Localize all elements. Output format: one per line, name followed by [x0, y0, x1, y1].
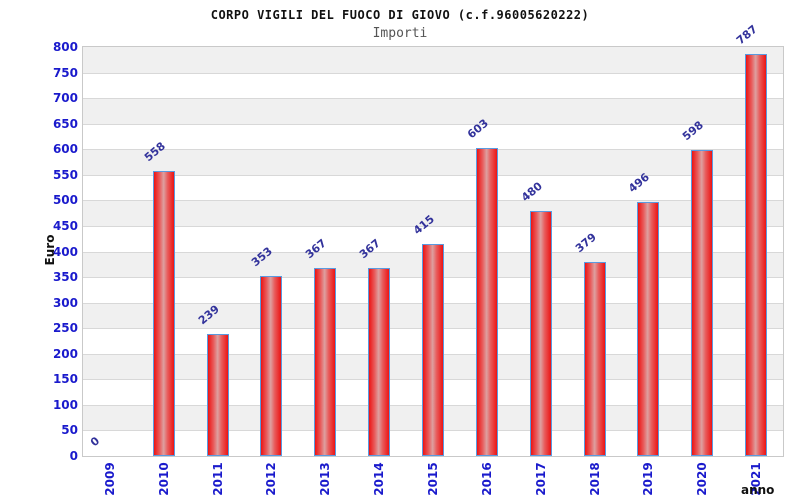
y-tick-label: 700 — [52, 91, 78, 106]
y-tick-label: 250 — [52, 321, 78, 336]
grid-band — [83, 174, 783, 201]
y-tick-label: 650 — [52, 116, 78, 131]
bar-2016 — [475, 147, 498, 456]
x-tick-label-2018: 2018 — [587, 462, 602, 496]
bar-2015 — [422, 243, 444, 456]
x-tick-label-2019: 2019 — [641, 462, 656, 496]
y-tick-label: 550 — [52, 167, 78, 182]
y-tick-label: 50 — [61, 423, 78, 438]
bar-2012 — [260, 275, 283, 456]
bar-2019 — [637, 202, 660, 456]
y-tick-label: 150 — [52, 372, 78, 387]
x-tick-label-2020: 2020 — [695, 462, 710, 496]
y-tick-label: 350 — [52, 270, 78, 285]
grid-band — [83, 225, 783, 252]
bar-2021 — [745, 53, 768, 456]
chart-title: CORPO VIGILI DEL FUOCO DI GIOVO (c.f.960… — [210, 8, 590, 22]
x-tick-label-2015: 2015 — [426, 462, 440, 496]
chart-subtitle: Importi — [372, 26, 428, 41]
x-tick-label-2012: 2012 — [264, 462, 279, 496]
x-tick-label-2014: 2014 — [372, 462, 387, 496]
grid-band — [83, 72, 783, 99]
grid-band — [83, 98, 783, 124]
y-tick-label: 800 — [52, 40, 78, 54]
y-tick-label: 750 — [52, 65, 78, 80]
bar-2013 — [314, 268, 337, 456]
grid-band — [83, 123, 783, 150]
x-tick-label-2010: 2010 — [156, 462, 171, 496]
bar-2014 — [368, 268, 391, 456]
x-tick-label-2013: 2013 — [318, 462, 333, 496]
y-axis-title: Euro — [43, 234, 57, 266]
bar-2010 — [152, 170, 175, 456]
x-tick-label-2016: 2016 — [479, 462, 494, 496]
bar-2017 — [529, 210, 552, 456]
y-tick-label: 400 — [52, 244, 78, 259]
y-tick-label: 300 — [52, 295, 78, 310]
x-tick-label-2017: 2017 — [533, 462, 548, 496]
bar-2018 — [583, 262, 606, 456]
x-tick-label-2011: 2011 — [210, 462, 225, 496]
bar-2011 — [206, 333, 229, 456]
y-tick-label: 450 — [52, 218, 78, 233]
plot-area — [82, 46, 784, 457]
y-tick-label: 100 — [52, 397, 78, 412]
x-axis-title: anno — [741, 483, 775, 497]
y-tick-label: 500 — [52, 193, 78, 208]
grid-band — [83, 47, 783, 73]
bar-2020 — [691, 150, 714, 456]
grid-band — [83, 149, 783, 175]
y-tick-label: 600 — [52, 142, 78, 157]
y-tick-label: 0 — [69, 449, 78, 463]
x-tick-label-2009: 2009 — [102, 462, 117, 496]
y-tick-label: 200 — [52, 346, 78, 361]
grid-band — [83, 200, 783, 226]
